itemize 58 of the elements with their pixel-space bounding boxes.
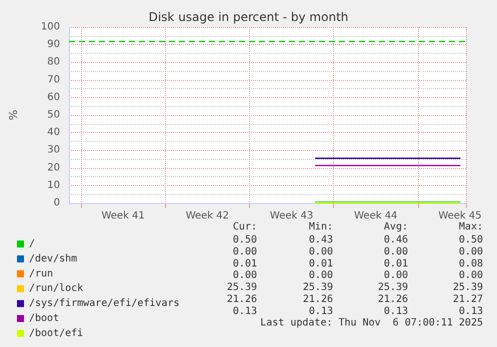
x-tick-label: Week 44 [354, 210, 398, 222]
y-tick-label: 30 [47, 144, 60, 156]
y-tick-label: 70 [47, 74, 60, 86]
y-tick-label: 20 [47, 162, 60, 174]
y-tick-label: 100 [40, 22, 60, 32]
text: 0.50 [458, 234, 483, 246]
text: 0.46 [384, 234, 408, 246]
text: 21.27 [452, 294, 483, 305]
text: 0.01 [384, 258, 408, 270]
text: Cur: [232, 222, 257, 232]
text: Last update: Thu Nov 6 07:00:11 2025 [260, 318, 483, 328]
text: 0.43 [308, 234, 333, 246]
text: 25.39 [302, 282, 333, 294]
text: 0.00 [308, 270, 333, 282]
text: 0.01 [308, 258, 333, 270]
y-tick-label: 90 [47, 39, 60, 50]
text: 0.00 [232, 246, 257, 258]
text: 0.08 [458, 258, 483, 270]
chart-title: Disk usage in percent - by month [148, 10, 348, 24]
legend-label: /boot [29, 313, 60, 324]
legend-label: /run/lock [29, 283, 84, 294]
y-tick-label: 50 [47, 110, 60, 120]
y-tick-label: 10 [47, 180, 60, 191]
text: 0.13 [308, 306, 333, 317]
y-tick-label: 0 [54, 198, 60, 208]
x-tick-label: Week 45 [438, 210, 482, 222]
text: 0.00 [384, 246, 408, 258]
y-tick-label: 80 [47, 56, 60, 68]
text: 0.13 [458, 306, 483, 317]
x-tick-label: Week 41 [101, 210, 145, 222]
text: 0.00 [458, 270, 483, 282]
text: Avg: [384, 222, 408, 232]
text: 0.01 [232, 258, 257, 270]
text: 21.26 [226, 294, 257, 305]
text: 21.26 [302, 294, 333, 305]
legend-label: / [29, 238, 36, 250]
text: 0.00 [384, 270, 408, 282]
text: Max: [458, 222, 483, 232]
text: 25.39 [452, 282, 483, 294]
x-tick-label: Week 43 [270, 210, 314, 222]
text: 0.50 [232, 234, 257, 246]
text: Min: [308, 222, 333, 232]
y-tick-label: 40 [47, 127, 60, 138]
text: 25.39 [226, 282, 257, 294]
x-tick-label: Week 42 [186, 210, 230, 222]
legend-label: /boot/efi [29, 328, 84, 339]
text: 0.00 [308, 246, 333, 258]
text: 0.13 [232, 306, 257, 317]
text: 0.00 [458, 246, 483, 258]
legend-label: /dev/shm [29, 253, 78, 264]
text: 0.13 [384, 306, 408, 317]
y-axis-title: % [7, 110, 20, 120]
text: 0.00 [232, 270, 257, 282]
y-tick-label: 60 [47, 92, 60, 103]
legend-label: /run [29, 268, 54, 280]
text: 25.39 [378, 282, 408, 294]
text: 21.26 [378, 294, 408, 305]
legend-label: /sys/firmware/efi/efivars [29, 298, 180, 310]
